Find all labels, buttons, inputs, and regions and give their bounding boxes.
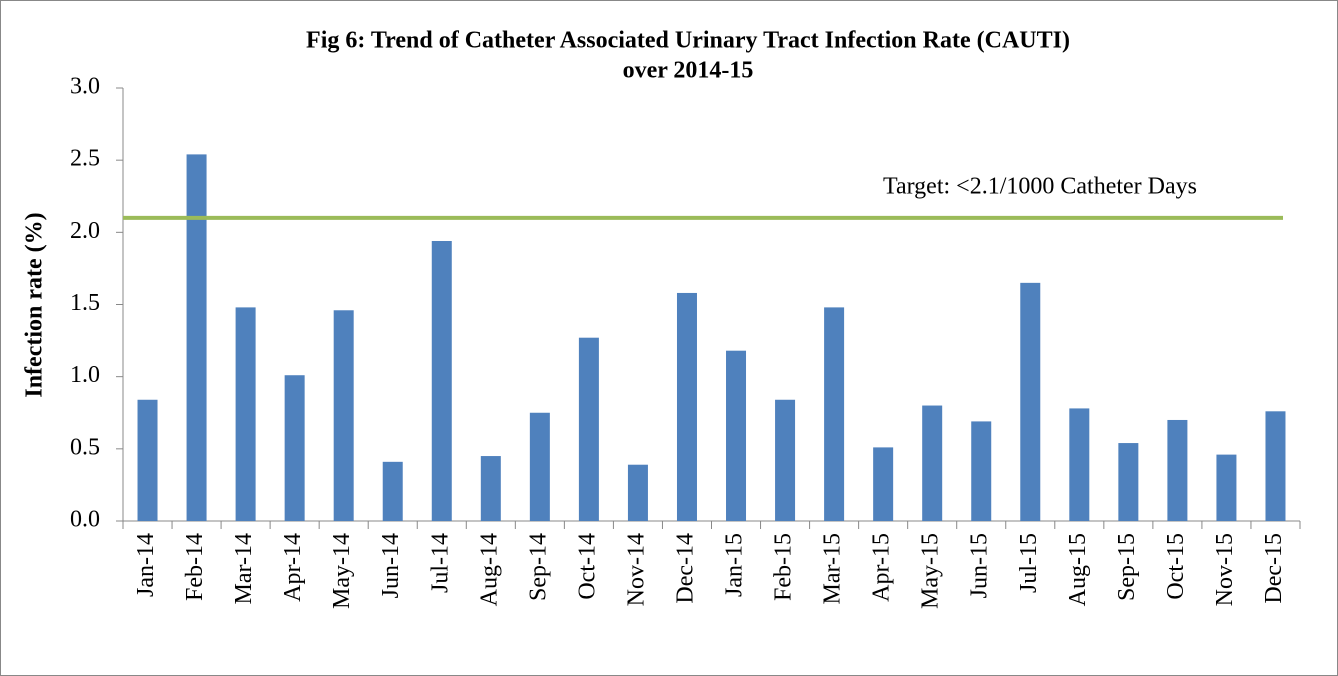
bar [627,464,648,521]
bar [1069,408,1090,521]
x-tick-label: Nov-15 [1212,533,1238,606]
x-tick-label: Feb-14 [182,533,208,601]
x-tick-label: Dec-15 [1261,533,1287,604]
target-label: Target: <2.1/1000 Catheter Days [883,173,1197,199]
bar [726,350,747,521]
y-tick-label: 2.5 [70,146,100,172]
chart-title: Fig 6: Trend of Catheter Associated Urin… [306,28,1070,54]
bar [431,240,452,521]
chart-title: over 2014-15 [623,58,754,84]
bar [284,375,305,521]
bar [333,310,354,521]
y-tick-label: 0.5 [70,434,100,460]
x-tick-label: May-15 [918,533,944,609]
x-tick-label: Feb-15 [771,533,797,601]
x-tick-label: Aug-15 [1065,533,1091,606]
x-tick-label: Sep-14 [525,533,551,601]
bar [137,399,158,521]
y-tick-label: 3.0 [70,74,100,100]
x-tick-label: Jun-15 [967,533,993,598]
bar [873,447,894,521]
bar [1216,454,1237,521]
bar [1118,443,1139,521]
x-tick-label: Dec-14 [672,533,698,604]
y-tick-label: 1.5 [70,290,100,316]
bar [186,154,207,522]
x-tick-label: Mar-14 [231,533,257,605]
bar [1265,411,1286,521]
x-tick-label: Jul-15 [1016,533,1042,593]
bar [824,307,845,521]
bar [676,292,697,521]
bar [775,399,796,521]
y-tick-label: 2.0 [70,218,100,244]
bar [1167,419,1188,521]
bar [529,412,550,521]
x-tick-label: Jan-15 [722,533,748,597]
bar [578,337,599,521]
x-tick-label: May-14 [329,533,355,609]
x-tick-label: Apr-15 [869,533,895,602]
x-tick-label: Oct-15 [1163,533,1189,600]
bar [382,461,403,521]
bar [480,456,501,521]
x-tick-label: Aug-14 [476,533,502,606]
x-tick-label: Mar-15 [820,533,846,605]
x-tick-label: Jan-14 [133,533,159,597]
y-tick-label: 1.0 [70,362,100,388]
y-axis-title: Infection rate (%) [22,212,48,397]
bar [922,405,943,521]
x-tick-label: Oct-14 [574,533,600,600]
bar [235,307,256,521]
x-tick-label: Apr-14 [280,533,306,602]
x-tick-label: Jun-14 [378,533,404,598]
bar [971,421,992,521]
x-tick-label: Jul-14 [427,533,453,593]
x-tick-label: Nov-14 [623,533,649,606]
y-tick-label: 0.0 [70,507,100,533]
bar [1020,282,1041,521]
x-tick-label: Sep-15 [1114,533,1140,601]
